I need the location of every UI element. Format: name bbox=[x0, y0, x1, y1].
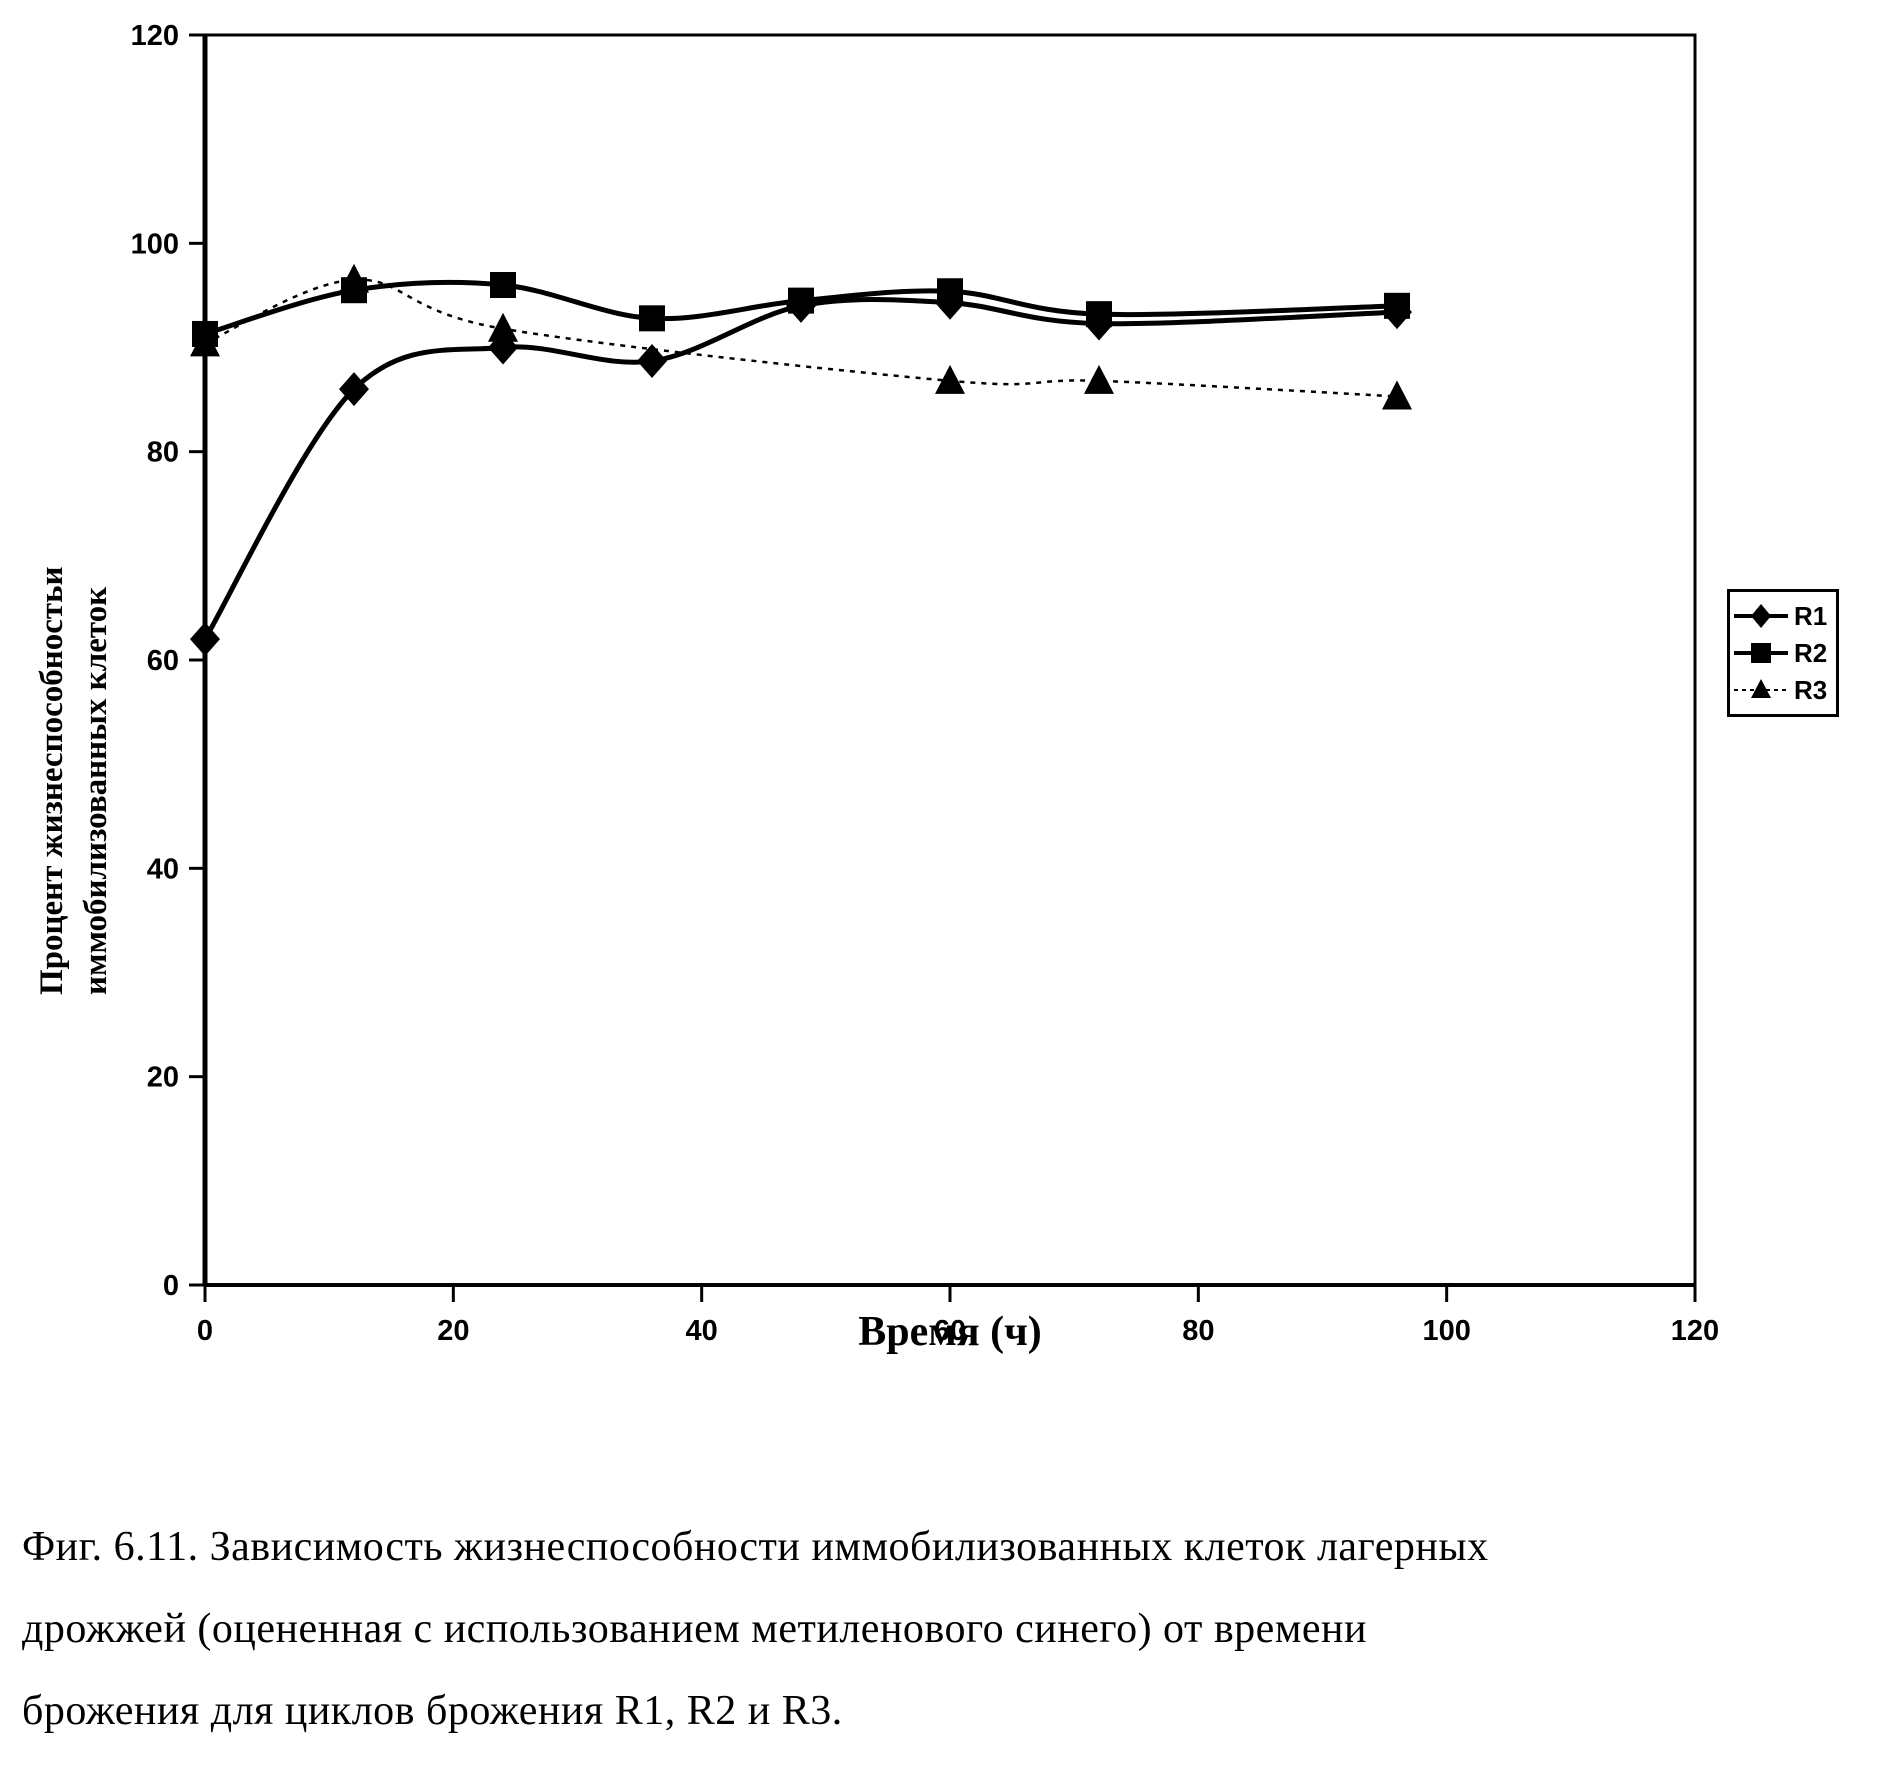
x-tick-label: 80 bbox=[1182, 1315, 1214, 1347]
data-point-r3 bbox=[488, 312, 518, 342]
legend-marker-shape-r1 bbox=[1751, 604, 1771, 628]
data-point-r2 bbox=[341, 277, 367, 304]
series-line-r3 bbox=[204, 278, 1398, 398]
x-axis-label: Время (ч) bbox=[858, 1309, 1042, 1355]
data-point-r2 bbox=[1384, 292, 1410, 319]
x-tick-label: 120 bbox=[1671, 1315, 1719, 1347]
data-point-r3 bbox=[1084, 364, 1114, 394]
legend-marker-r2-square-icon bbox=[1734, 643, 1788, 663]
y-tick-label: 120 bbox=[131, 20, 179, 52]
caption-line-1: Фиг. 6.11. Зависимость жизнеспособности … bbox=[22, 1524, 1489, 1570]
y-tick-label: 40 bbox=[147, 853, 179, 885]
y-tick-label: 20 bbox=[147, 1062, 179, 1094]
legend-entry-r2: R2 bbox=[1732, 636, 1834, 670]
y-axis-label: Процент жизнеспособностьи иммобилизованн… bbox=[30, 395, 118, 995]
data-point-r1 bbox=[339, 372, 369, 407]
legend-label-r2: R2 bbox=[1794, 637, 1828, 668]
data-point-r1 bbox=[637, 344, 667, 379]
legend-entry-r3: R3 bbox=[1732, 673, 1834, 707]
data-point-r1 bbox=[488, 330, 518, 365]
caption-line-2: дрожжей (оцененная с использованием мети… bbox=[22, 1606, 1367, 1652]
data-point-r3 bbox=[935, 364, 965, 394]
x-tick-label: 100 bbox=[1422, 1315, 1470, 1347]
legend-marker-r3-triangle-icon bbox=[1734, 679, 1788, 698]
data-point-r1 bbox=[190, 622, 220, 657]
data-point-r2 bbox=[937, 278, 963, 305]
legend-entry-r1: R1 bbox=[1732, 599, 1834, 633]
data-point-r3 bbox=[1382, 380, 1412, 410]
x-tick-label: 40 bbox=[686, 1315, 718, 1347]
series-line-r1 bbox=[202, 297, 1398, 641]
x-tick-label: 20 bbox=[437, 1315, 469, 1347]
y-axis-label-line-2: иммобилизованных клеток bbox=[78, 586, 114, 995]
y-axis-label-line-1: Процент жизнеспособностьи bbox=[34, 566, 70, 995]
x-tick-label: 0 bbox=[197, 1315, 213, 1347]
plot-frame bbox=[203, 33, 1697, 1287]
y-tick-label: 0 bbox=[163, 1270, 179, 1302]
legend-marker-r1-diamond-icon bbox=[1734, 604, 1788, 628]
data-point-r2 bbox=[788, 287, 814, 314]
data-point-r2 bbox=[192, 320, 218, 347]
y-tick-label: 100 bbox=[131, 228, 179, 260]
caption-line-3: брожения для циклов брожения R1, R2 и R3… bbox=[22, 1688, 843, 1734]
y-tick-label: 60 bbox=[147, 645, 179, 677]
figure-caption: Фиг. 6.11. Зависимость жизнеспособности … bbox=[22, 1506, 1702, 1752]
legend-marker-shape-r3 bbox=[1751, 679, 1771, 698]
data-point-r2 bbox=[490, 272, 516, 298]
legend-marker-shape-r2 bbox=[1751, 643, 1771, 663]
data-point-r2 bbox=[639, 305, 665, 332]
x-tick-label: 60 bbox=[934, 1315, 966, 1347]
legend-label-r3: R3 bbox=[1794, 674, 1828, 705]
line-chart-plot: 0 20 40 60 80 100 120 0 20 40 60 80 100 120 bbox=[131, 20, 1720, 1347]
y-tick-label: 80 bbox=[147, 437, 179, 469]
chart-legend: R1 R2 R3 bbox=[1727, 589, 1839, 717]
data-point-r2 bbox=[1086, 301, 1112, 328]
legend-label-r1: R1 bbox=[1794, 600, 1828, 631]
